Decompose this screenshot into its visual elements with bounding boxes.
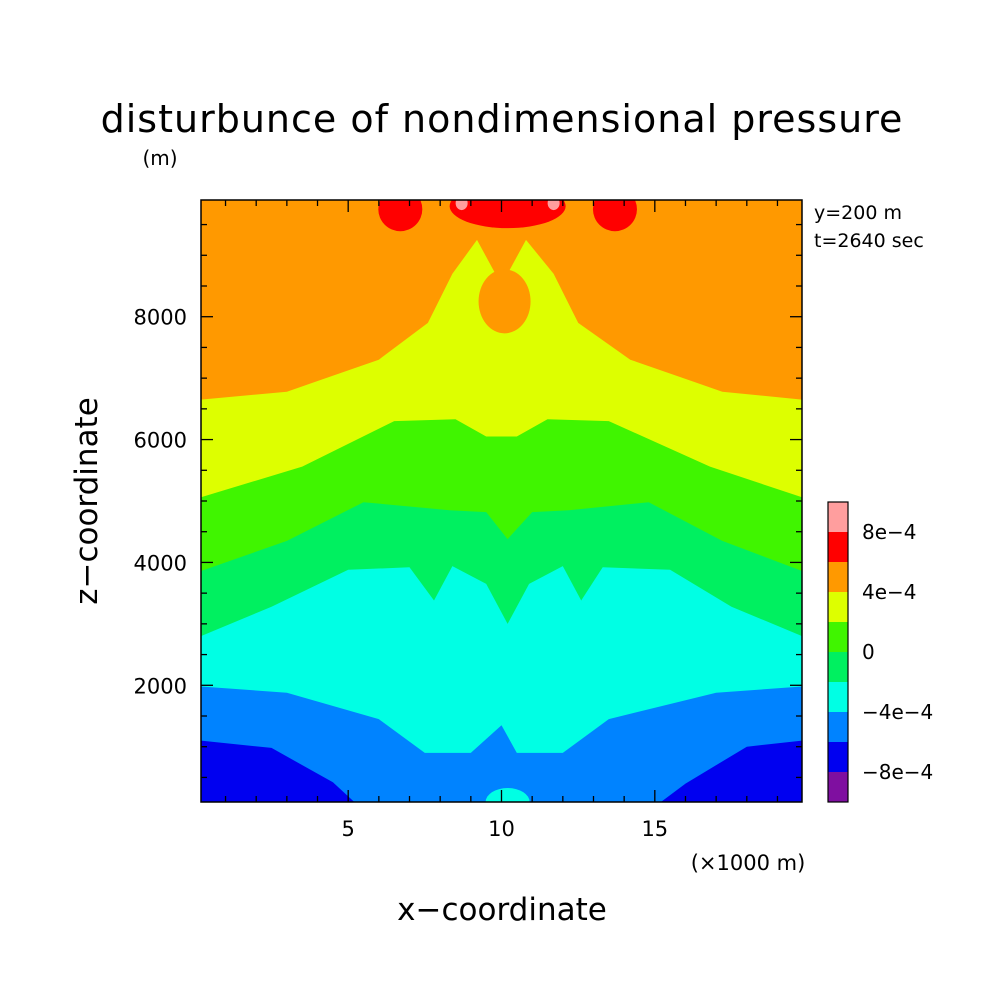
x-unit-label: (×1000 m) [691,851,806,875]
colorbar-swatch [828,502,848,532]
band-pink-cell [547,200,560,211]
colorbar: 8e−4 4e−4 0 −4e−4 −8e−4 [827,501,933,803]
band-lowest-right [660,740,802,802]
colorbar-swatch [828,622,848,652]
colorbar-swatch [828,652,848,682]
y-tick-label: 6000 [134,429,187,453]
colorbar-swatch [828,772,848,802]
colorbar-label: −8e−4 [862,760,933,784]
band-lowest-left [201,740,355,802]
band-pink-cell [455,200,468,211]
y-unit-label: (m) [142,146,177,170]
plot-area [200,199,803,803]
colorbar-label: −4e−4 [862,700,933,724]
annotation-y-position: y=200 m [814,202,902,224]
band-red-cell [449,200,566,229]
colorbar-swatch [828,532,848,562]
band-red-cell [592,200,637,232]
colorbar-label: 0 [862,640,875,664]
y-axis-label: z−coordinate [69,397,105,605]
band-inner-4e-4-to-6e-4 [478,269,531,334]
y-tick-label: 2000 [134,674,187,698]
band-red-cell [378,200,423,232]
band--6e-4-to--4e-4 [201,686,802,802]
x-tick-label: 15 [641,817,668,841]
colorbar-swatch [828,562,848,592]
y-tick-label: 4000 [134,551,187,575]
band-bottom-center-patch [485,788,530,802]
x-axis-label: x−coordinate [397,892,607,928]
x-tick-label: 5 [341,817,354,841]
x-tick-label: 10 [488,817,515,841]
colorbar-swatch [828,682,848,712]
colorbar-label: 4e−4 [862,580,917,604]
colorbar-swatch [828,742,848,772]
y-tick-label: 8000 [134,306,187,330]
colorbar-frame [827,501,849,803]
colorbar-label: 8e−4 [862,520,917,544]
annotation-time: t=2640 sec [814,230,924,252]
chart-title: disturbunce of nondimensional pressure [101,97,904,141]
colorbar-swatch [828,712,848,742]
colorbar-swatch [828,592,848,622]
